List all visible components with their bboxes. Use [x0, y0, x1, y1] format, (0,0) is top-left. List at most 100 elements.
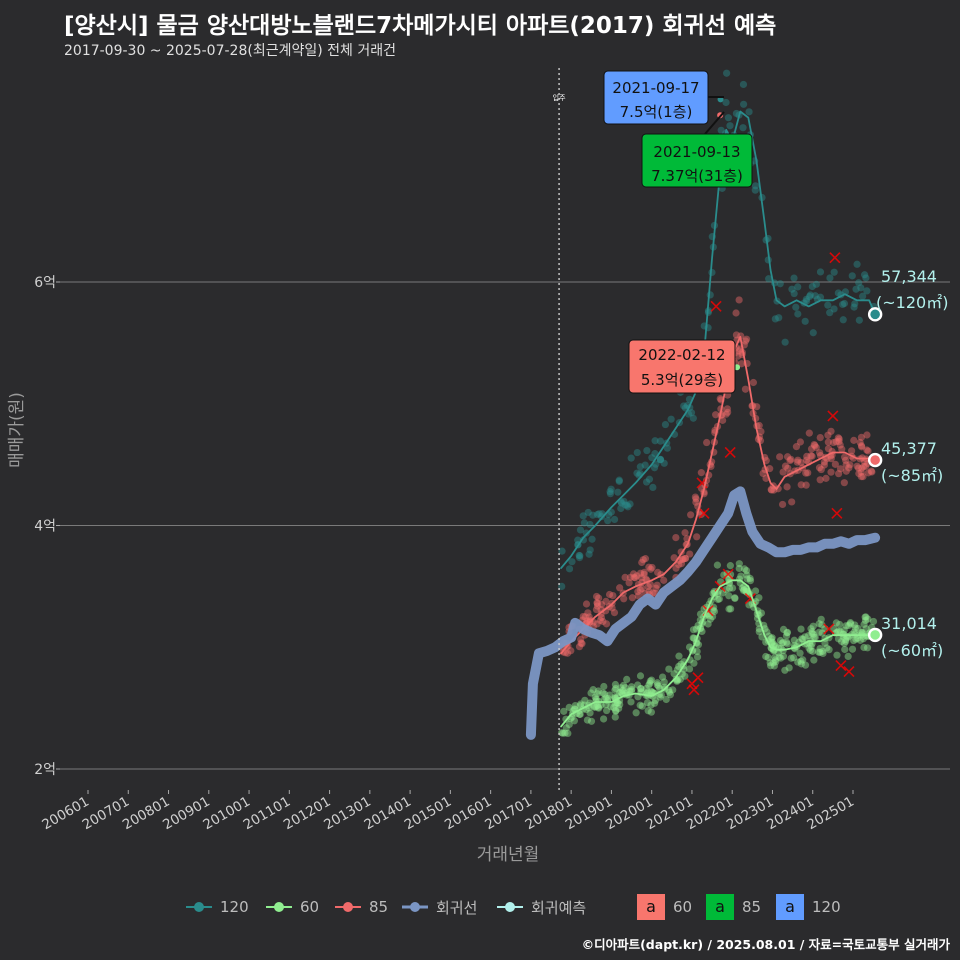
scatter-point	[686, 550, 694, 558]
scatter-point	[638, 558, 646, 567]
scatter-point	[774, 485, 782, 493]
scatter-point	[824, 301, 832, 309]
scatter-point	[774, 649, 783, 657]
scatter-point	[602, 607, 610, 615]
scatter-point	[647, 708, 655, 716]
legend-120-label: 120	[220, 898, 249, 916]
highlight-x-mark	[843, 666, 855, 678]
scatter-point	[783, 629, 791, 637]
scatter-point	[846, 619, 855, 627]
highlight-x-mark	[827, 410, 839, 422]
scatter-point	[654, 682, 662, 690]
scatter-point	[767, 635, 775, 643]
scatter-point	[859, 472, 867, 481]
scatter-point	[839, 316, 847, 324]
scatter-point	[868, 468, 876, 476]
scatter-point	[740, 100, 748, 108]
scatter-point	[771, 653, 779, 661]
scatter-point	[600, 715, 608, 723]
scatter-point	[654, 568, 662, 577]
scatter-point	[848, 272, 856, 280]
scatter-point	[611, 686, 619, 694]
scatter-point	[816, 449, 824, 457]
scatter-point	[855, 279, 863, 287]
scatter-point	[805, 292, 814, 301]
scatter-point	[611, 701, 619, 709]
callout-120-price: 7.5억(1층)	[620, 103, 693, 121]
scatter-point	[840, 626, 848, 634]
scatter-point	[692, 498, 700, 506]
scatter-point	[680, 402, 688, 410]
scatter-point	[606, 691, 614, 699]
scatter-point	[801, 317, 809, 325]
scatter-point	[801, 633, 809, 641]
scatter-point	[692, 495, 700, 503]
scatter-point	[861, 616, 870, 625]
scatter-point	[837, 637, 846, 646]
scatter-point	[649, 483, 657, 492]
scatter-point	[728, 584, 737, 592]
legend-60-icon	[266, 902, 292, 912]
y-tick-label: 4억	[34, 519, 56, 535]
callout-85: 2021-09-13 7.37억(31층)	[641, 111, 753, 188]
scatter-point	[816, 433, 824, 442]
scatter-point	[778, 500, 787, 509]
scatter-point	[783, 640, 792, 648]
scatter-point	[650, 464, 659, 472]
scatter-point	[732, 309, 740, 317]
scatter-point	[621, 501, 629, 509]
scatter-point	[589, 511, 597, 519]
highlight-x-mark	[823, 623, 835, 635]
scatter-point	[633, 572, 641, 580]
scatter-point	[607, 485, 615, 493]
legend-box-85-glyph: a	[706, 894, 734, 920]
scatter-point	[600, 682, 608, 691]
scatter-point	[596, 616, 604, 625]
scatter-point	[638, 584, 646, 593]
scatter-point	[836, 465, 845, 473]
scatter-point	[575, 643, 584, 651]
scatter-point	[797, 660, 805, 668]
highlight-x-mark	[835, 659, 847, 672]
scatter-point	[644, 707, 652, 715]
scatter-point	[594, 701, 602, 710]
scatter-point	[738, 584, 746, 592]
scatter-point	[586, 546, 594, 554]
scatter-point	[797, 657, 805, 665]
scatter-point	[818, 621, 826, 629]
scatter-point	[656, 456, 664, 464]
end-label-60-value: 31,014	[881, 614, 937, 633]
scatter-point	[647, 676, 656, 684]
scatter-point	[844, 652, 852, 661]
scatter-point	[823, 644, 831, 652]
scatter-point	[681, 672, 689, 680]
scatter-point	[833, 628, 841, 636]
scatter-point	[779, 638, 787, 646]
scatter-point	[725, 605, 733, 613]
scatter-point	[856, 636, 864, 644]
scatter-point	[731, 594, 739, 603]
scatter-point	[802, 456, 811, 464]
scatter-point	[665, 686, 673, 694]
legend-box-85-label: 85	[742, 898, 762, 916]
scatter-point	[598, 513, 606, 521]
series-line-60	[560, 579, 876, 728]
scatter-point	[642, 478, 651, 486]
scatter-point	[592, 695, 600, 703]
scatter-point	[628, 685, 636, 694]
scatter-point	[845, 464, 853, 472]
scatter-point	[648, 454, 656, 462]
scatter-point	[630, 570, 638, 578]
scatter-point	[763, 628, 771, 636]
scatter-point	[842, 456, 850, 464]
scatter-point	[851, 624, 859, 632]
scatter-point	[753, 403, 761, 411]
scatter-point	[757, 427, 765, 436]
scatter-point	[745, 108, 753, 116]
scatter-point	[642, 684, 650, 693]
scatter-point	[592, 592, 601, 601]
scatter-point	[570, 717, 579, 725]
scatter-point	[816, 645, 824, 653]
scatter-point	[798, 635, 806, 643]
scatter-point	[808, 629, 816, 637]
